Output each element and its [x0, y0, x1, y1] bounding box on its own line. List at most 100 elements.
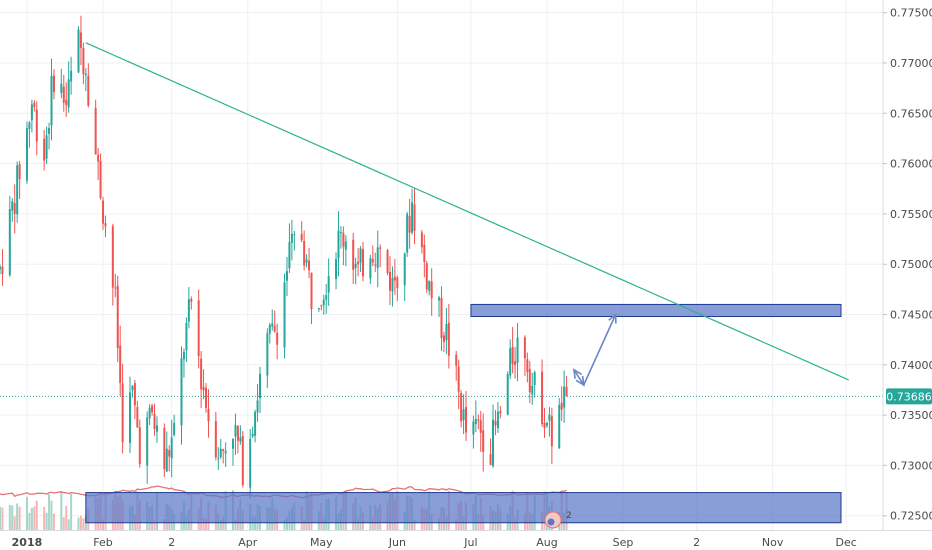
candle-body	[67, 79, 70, 108]
volume-bar	[222, 517, 225, 530]
candle-body	[236, 426, 239, 441]
projection-arrow[interactable]	[572, 312, 617, 387]
candle-body	[205, 387, 208, 408]
candle-body	[70, 70, 73, 82]
axes	[0, 0, 932, 531]
x-axis-ticks: 2018 Feb 2 Apr May Jun Jul Aug Sep 2 Nov Dec	[12, 536, 857, 549]
candle-body	[425, 263, 428, 290]
candle-body	[119, 345, 122, 384]
price-zones[interactable]	[85, 303, 842, 524]
candle-body	[317, 308, 320, 310]
candle-body	[376, 247, 379, 268]
zone-resistance[interactable]	[470, 303, 842, 318]
candle-body	[516, 337, 519, 363]
candle-body	[339, 232, 342, 234]
candle-body	[430, 281, 433, 299]
candle-body	[357, 261, 360, 265]
volume-bar	[202, 517, 205, 530]
candle-body	[440, 297, 443, 339]
candle-body	[276, 332, 279, 345]
zone-support[interactable]	[85, 492, 842, 524]
candle-body	[217, 457, 220, 459]
last-price-label: 0.73686	[886, 390, 932, 403]
candle-body	[50, 75, 53, 126]
x-tick-label: 2	[693, 536, 700, 549]
candle-body	[138, 427, 141, 464]
candle-body	[388, 271, 391, 291]
y-tick-label: 0.75000	[890, 258, 932, 271]
candle-body	[354, 263, 357, 268]
candle-body	[499, 410, 502, 414]
candle-body	[99, 160, 102, 199]
candle-body	[0, 266, 1, 270]
volume-bar	[371, 517, 374, 530]
volume-bar	[45, 512, 48, 530]
candle-body	[543, 422, 546, 429]
candle-body	[202, 386, 205, 391]
candle-body	[327, 276, 330, 293]
volume-bar	[285, 517, 288, 530]
volume-bar	[514, 518, 517, 530]
candle-body	[526, 359, 529, 373]
candle-body	[268, 324, 271, 334]
y-tick-label: 0.75500	[890, 208, 932, 221]
candlestick-series	[0, 15, 568, 499]
y-tick-label: 0.74000	[890, 359, 932, 372]
candle-body	[541, 371, 544, 425]
volume-bar	[102, 519, 105, 530]
candle-body	[396, 277, 399, 289]
volume-bar	[28, 512, 31, 530]
candle-body	[479, 420, 482, 433]
candle-body	[239, 437, 242, 442]
candle-body	[283, 282, 286, 348]
candle-body	[362, 249, 365, 277]
candle-body	[489, 454, 492, 465]
candle-body	[104, 223, 107, 227]
volume-bar	[77, 517, 80, 530]
candle-body	[465, 407, 468, 433]
candle-body	[30, 104, 33, 121]
candle-body	[219, 448, 222, 458]
volume-bar	[67, 519, 70, 530]
volume-bar	[70, 493, 73, 530]
candle-body	[13, 203, 16, 215]
candle-body	[482, 430, 485, 452]
candle-body	[207, 408, 210, 422]
trendline-segment[interactable]	[85, 42, 849, 381]
candle-body	[266, 333, 269, 376]
candle-body	[322, 299, 325, 306]
candle-body	[511, 346, 514, 364]
candle-body	[77, 29, 80, 73]
y-tick-label: 0.76500	[890, 107, 932, 120]
volume-bar	[0, 506, 1, 530]
candle-body	[182, 351, 185, 360]
candle-body	[293, 234, 296, 236]
candle-body	[165, 448, 168, 472]
candle-body	[8, 209, 11, 276]
candle-body	[460, 393, 463, 422]
candle-body	[300, 233, 303, 241]
candle-body	[474, 418, 477, 424]
candle-body	[48, 128, 51, 134]
candle-body	[558, 404, 561, 449]
candle-body	[187, 299, 190, 322]
y-tick-label: 0.73500	[890, 409, 932, 422]
volume-bar	[13, 516, 16, 530]
candle-body	[234, 425, 237, 437]
volume-bar	[18, 506, 21, 530]
candle-body	[533, 372, 536, 385]
grid-lines	[0, 0, 883, 530]
trendline[interactable]	[85, 42, 849, 381]
candle-body	[35, 109, 38, 142]
earnings-icon[interactable]: 2	[544, 511, 572, 529]
candle-body	[128, 392, 131, 443]
candle-body	[455, 354, 458, 366]
volume-bar	[50, 500, 53, 530]
candle-body	[320, 305, 323, 307]
candle-body	[413, 204, 416, 231]
candle-body	[197, 300, 200, 357]
candle-body	[11, 201, 14, 211]
volume-bar	[205, 518, 208, 530]
candle-body	[310, 272, 313, 310]
